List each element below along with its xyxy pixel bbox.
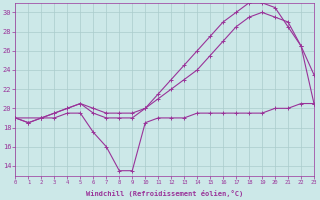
X-axis label: Windchill (Refroidissement éolien,°C): Windchill (Refroidissement éolien,°C) [86, 190, 243, 197]
